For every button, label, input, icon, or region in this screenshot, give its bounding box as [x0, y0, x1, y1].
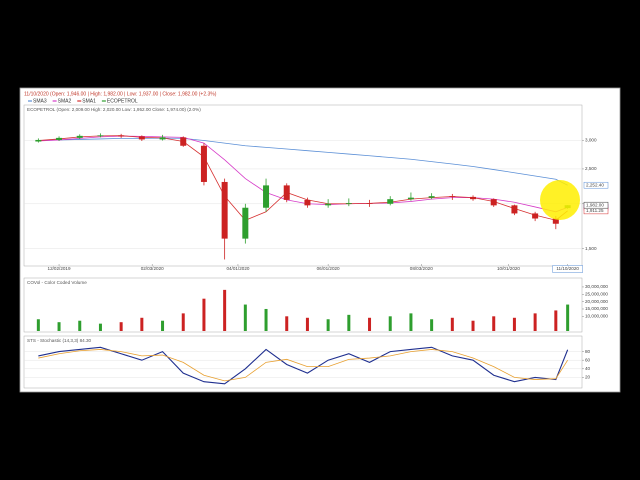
candle-body	[532, 213, 539, 219]
candle-body	[345, 203, 352, 204]
y-tick-label: 20,000,000	[585, 299, 608, 304]
volume-bar	[450, 317, 454, 331]
candle-body	[470, 196, 477, 200]
header: 11/10/2020 (Open: 1,946.00 | High: 1,982…	[24, 91, 217, 97]
chart-window	[19, 87, 621, 393]
close-label: 1,982.00	[586, 202, 604, 207]
volume-bar	[368, 317, 372, 331]
volume-bar	[36, 319, 40, 331]
candle-body	[138, 136, 145, 140]
volume-bar	[409, 313, 413, 331]
volume-bar	[305, 317, 309, 331]
candle-body	[511, 205, 518, 214]
candle-body	[407, 197, 414, 200]
candle-body	[366, 203, 373, 204]
candle-body	[159, 137, 166, 140]
candle-body	[35, 139, 42, 142]
x-tick-label: 10/01/2020	[497, 266, 520, 271]
candle-body	[180, 137, 187, 146]
candle-body	[76, 135, 83, 138]
volume-bar	[533, 313, 537, 331]
stochastic-pane	[23, 335, 583, 389]
candle-body	[200, 145, 207, 182]
volume-bar	[57, 322, 61, 331]
candle-body	[387, 199, 394, 204]
close-label-box	[583, 201, 609, 209]
legend-entry: SMA3	[33, 98, 47, 104]
price-pane	[23, 104, 583, 267]
volume-bar	[119, 322, 123, 331]
candle-body	[552, 218, 559, 224]
x-tick-label: 02/03/2020	[141, 266, 164, 271]
series-last-label: 2,252.40	[586, 182, 604, 187]
series-last-label: 1,911.25	[586, 208, 604, 213]
legend-entry: SMA2	[58, 98, 72, 104]
volume-bar	[471, 320, 475, 331]
legend-entry: SMA1	[82, 98, 96, 104]
volume-bar	[243, 304, 247, 331]
candle-body	[449, 196, 456, 197]
candle-body	[97, 135, 104, 137]
y-tick-label: 30,000,000	[585, 284, 608, 289]
y-tick-label: 40	[585, 366, 591, 371]
volume-bar	[140, 317, 144, 331]
volume-bar	[264, 308, 268, 331]
x-tick-label: 06/01/2020	[317, 266, 340, 271]
y-tick-label: 60	[585, 357, 591, 362]
candle-body	[283, 185, 290, 200]
volume-bar	[492, 316, 496, 331]
volume-bar	[202, 298, 206, 331]
candle-body	[56, 137, 63, 140]
stochastic-line	[38, 346, 569, 385]
volume-bar	[388, 316, 392, 331]
volume-bar	[181, 313, 185, 331]
volume-bar	[554, 310, 558, 331]
stochastic-pane-title: STS - Stochastic (14,3,3) 84.30	[27, 338, 92, 343]
marks: 1,5002,0002,5003,00012/02/201902/03/2020…	[24, 98, 608, 385]
legend-entry: ECOPETROL	[107, 98, 138, 104]
volume-bar	[566, 304, 570, 331]
candle-body	[242, 207, 249, 239]
x-tick-box	[552, 265, 583, 273]
volume-pane-title: COVol - Color Coded Volume	[27, 280, 87, 285]
overlay: 2,252.401,954.701,911.251,982.00	[583, 181, 609, 215]
candle-body	[325, 203, 332, 206]
volume-bar	[285, 316, 289, 331]
volume-bar	[223, 289, 227, 331]
x-tick-label: 12/02/2019	[48, 266, 71, 271]
y-tick-label: 25,000,000	[585, 292, 608, 297]
highlight-circle	[540, 180, 580, 220]
x-tick-label: 04/01/2020	[226, 266, 249, 271]
y-tick-label: 15,000,000	[585, 306, 608, 311]
volume-bar	[347, 314, 351, 331]
volume-bar	[430, 319, 434, 331]
sma-line	[38, 137, 568, 186]
candle-body	[490, 199, 497, 206]
series-last-label-box	[583, 181, 609, 189]
x-tick-label: 08/03/2020	[410, 266, 433, 271]
candle-body	[263, 185, 270, 208]
candle-body	[304, 199, 311, 206]
volume-bar	[512, 317, 516, 331]
volume-bar	[98, 323, 102, 331]
y-tick-label: 80	[585, 349, 591, 354]
y-tick-label: 3,000	[585, 138, 597, 143]
candle-body	[118, 135, 125, 137]
volume-bar	[326, 319, 330, 331]
volume-pane	[23, 277, 583, 333]
volume-bar	[78, 320, 82, 331]
y-tick-label: 20	[585, 375, 591, 380]
x-tick-label: 11/10/2020	[556, 266, 579, 271]
volume-bar	[161, 320, 165, 331]
y-tick-label: 1,500	[585, 246, 597, 251]
stochastic-line	[38, 349, 568, 382]
y-tick-label: 2,500	[585, 166, 597, 171]
candle-body	[428, 196, 435, 198]
candle-body	[221, 181, 228, 239]
price-pane-title: ECOPETROL (Open: 2,009.00 High: 2,020.00…	[27, 107, 201, 112]
y-tick-label: 10,000,000	[585, 314, 608, 319]
